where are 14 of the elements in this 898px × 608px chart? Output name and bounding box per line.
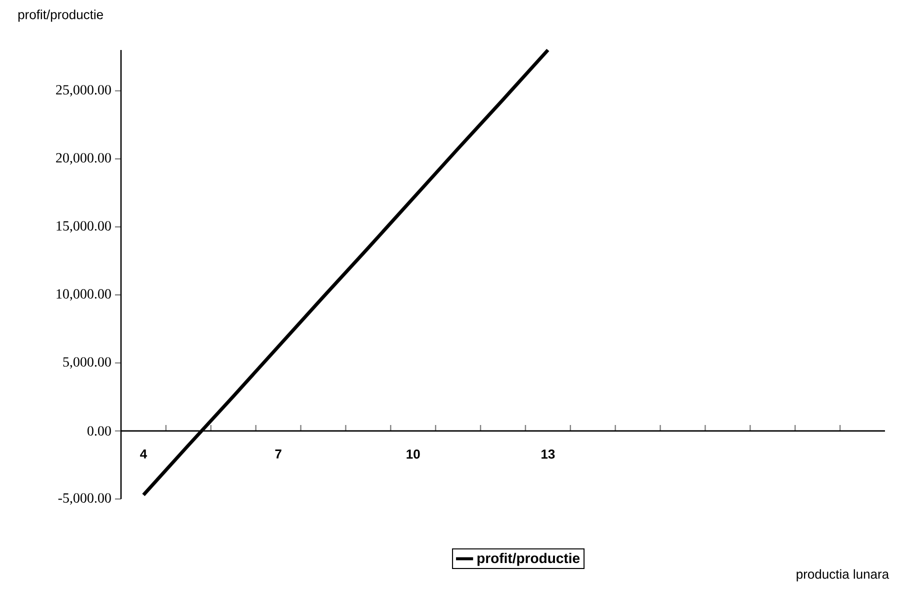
x-axis-title: productia lunara — [796, 569, 890, 582]
x-tick-label: 7 — [275, 449, 282, 458]
x-tick-label: 10 — [406, 449, 420, 459]
y-axis-title: profit/productie — [18, 10, 103, 22]
legend-label: profit/productie — [478, 552, 580, 566]
x-tick-label: 4 — [140, 449, 148, 458]
y-tick-label: 5,000.00 — [63, 357, 111, 369]
x-tick-label: 13 — [542, 449, 555, 459]
y-tick-label: 10,000.00 — [56, 289, 111, 301]
y-tick-label: 20,000.00 — [56, 153, 111, 165]
y-tick-label: 15,000.00 — [56, 221, 111, 233]
y-tick-label: -5,000.00 — [58, 493, 111, 505]
y-tick-label: 0.00 — [88, 426, 111, 436]
y-tick-label: 25,000.00 — [56, 85, 111, 97]
